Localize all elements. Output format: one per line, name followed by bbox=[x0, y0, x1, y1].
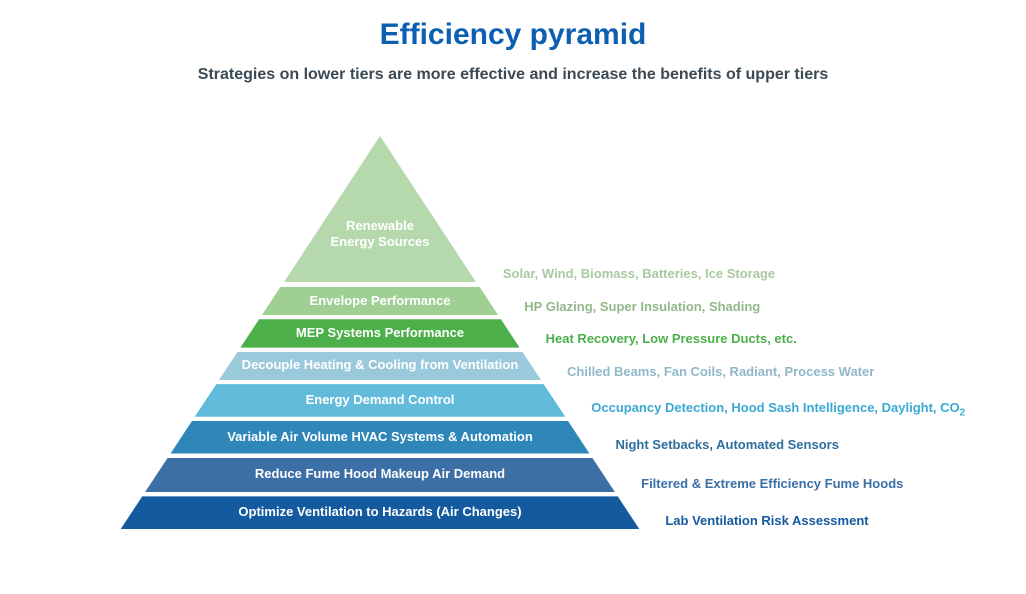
pyramid-tier-6-label: Reduce Fume Hood Makeup Air Demand bbox=[255, 467, 505, 482]
pyramid-side-label-5: Night Setbacks, Automated Sensors bbox=[615, 437, 838, 452]
pyramid-tier-5: Variable Air Volume HVAC Systems & Autom… bbox=[171, 421, 590, 454]
pyramid-tier-3-label: Decouple Heating & Cooling from Ventilat… bbox=[242, 358, 519, 373]
pyramid-side-label-0: Solar, Wind, Biomass, Batteries, Ice Sto… bbox=[503, 266, 775, 281]
pyramid-side-label-6: Filtered & Extreme Efficiency Fume Hoods bbox=[641, 476, 903, 491]
pyramid-tier-0: RenewableEnergy Sources bbox=[284, 136, 476, 282]
pyramid-side-label-4: Occupancy Detection, Hood Sash Intellige… bbox=[591, 400, 965, 419]
pyramid-tier-2-label: MEP Systems Performance bbox=[296, 326, 464, 341]
pyramid-tier-7-label: Optimize Ventilation to Hazards (Air Cha… bbox=[238, 505, 521, 520]
pyramid-tier-3: Decouple Heating & Cooling from Ventilat… bbox=[219, 352, 541, 380]
pyramid-tier-5-label: Variable Air Volume HVAC Systems & Autom… bbox=[227, 430, 533, 445]
pyramid-tier-2: MEP Systems Performance bbox=[240, 319, 519, 347]
pyramid-tier-4: Energy Demand Control bbox=[195, 384, 566, 417]
pyramid-tier-6: Reduce Fume Hood Makeup Air Demand bbox=[145, 458, 615, 493]
pyramid-tier-0-label: RenewableEnergy Sources bbox=[331, 218, 430, 249]
pyramid-tier-4-label: Energy Demand Control bbox=[306, 393, 455, 408]
pyramid-side-label-7: Lab Ventilation Risk Assessment bbox=[665, 513, 868, 528]
page-title: Efficiency pyramid bbox=[0, 18, 1026, 52]
pyramid-stage: RenewableEnergy Sources Solar, Wind, Biom… bbox=[0, 128, 1026, 594]
pyramid-tier-7: Optimize Ventilation to Hazards (Air Cha… bbox=[121, 496, 640, 529]
page-subtitle: Strategies on lower tiers are more effec… bbox=[0, 66, 1026, 84]
pyramid-tier-1: Envelope Performance bbox=[262, 287, 499, 315]
pyramid-side-label-3: Chilled Beams, Fan Coils, Radiant, Proce… bbox=[567, 364, 874, 379]
pyramid-tier-1-label: Envelope Performance bbox=[310, 294, 451, 309]
pyramid-side-label-2: Heat Recovery, Low Pressure Ducts, etc. bbox=[546, 331, 797, 346]
pyramid-side-label-1: HP Glazing, Super Insulation, Shading bbox=[524, 299, 760, 314]
